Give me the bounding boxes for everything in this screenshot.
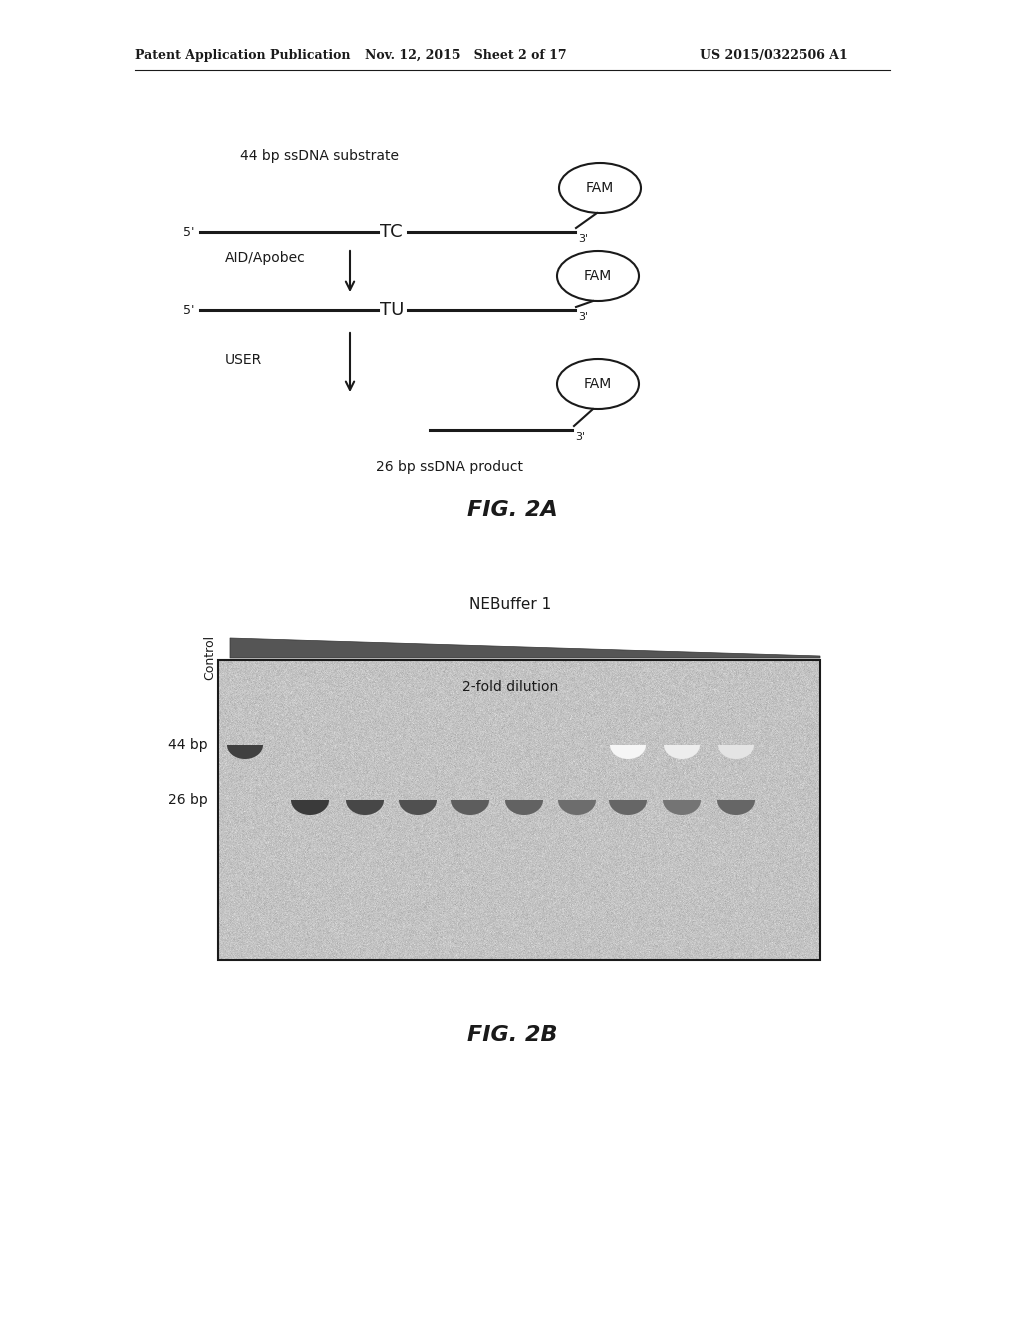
Text: AID/Apobec: AID/Apobec xyxy=(225,251,306,265)
Polygon shape xyxy=(558,800,596,814)
Polygon shape xyxy=(346,800,384,814)
Text: US 2015/0322506 A1: US 2015/0322506 A1 xyxy=(700,49,848,62)
Text: 5': 5' xyxy=(183,304,195,317)
Polygon shape xyxy=(291,800,329,814)
Polygon shape xyxy=(717,800,755,814)
Text: 3': 3' xyxy=(575,432,585,442)
Text: 3': 3' xyxy=(578,312,588,322)
Bar xyxy=(218,660,820,960)
Text: 5': 5' xyxy=(183,226,195,239)
Text: FAM: FAM xyxy=(586,181,614,195)
Text: TU: TU xyxy=(380,301,404,319)
Text: 3': 3' xyxy=(578,234,588,244)
Polygon shape xyxy=(399,800,437,814)
Text: 26 bp ssDNA product: 26 bp ssDNA product xyxy=(377,459,523,474)
Text: FIG. 2A: FIG. 2A xyxy=(467,500,557,520)
Text: USER: USER xyxy=(225,352,262,367)
Text: TC: TC xyxy=(380,223,402,242)
Text: 44 bp ssDNA substrate: 44 bp ssDNA substrate xyxy=(240,149,399,162)
Text: FIG. 2B: FIG. 2B xyxy=(467,1026,557,1045)
Polygon shape xyxy=(230,638,820,657)
Polygon shape xyxy=(718,744,754,759)
Text: NEBuffer 1: NEBuffer 1 xyxy=(469,597,551,612)
Text: 2-fold dilution: 2-fold dilution xyxy=(462,680,558,694)
Polygon shape xyxy=(663,800,701,814)
Polygon shape xyxy=(505,800,543,814)
Text: 44 bp: 44 bp xyxy=(168,738,208,752)
Polygon shape xyxy=(664,744,700,759)
Text: Patent Application Publication: Patent Application Publication xyxy=(135,49,350,62)
Text: Nov. 12, 2015   Sheet 2 of 17: Nov. 12, 2015 Sheet 2 of 17 xyxy=(365,49,566,62)
Polygon shape xyxy=(451,800,489,814)
Text: FAM: FAM xyxy=(584,378,612,391)
Polygon shape xyxy=(227,744,263,759)
Polygon shape xyxy=(610,744,646,759)
Polygon shape xyxy=(609,800,647,814)
Text: FAM: FAM xyxy=(584,269,612,282)
Text: Control: Control xyxy=(204,635,216,680)
Text: 26 bp: 26 bp xyxy=(168,793,208,807)
